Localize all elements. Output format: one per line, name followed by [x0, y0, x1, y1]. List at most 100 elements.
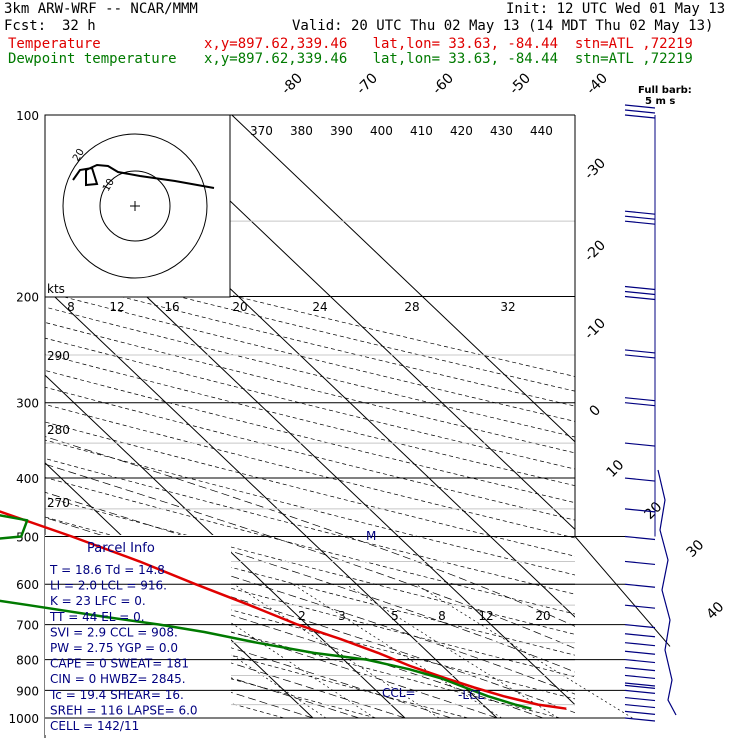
parcel-info-row: CELL = 142/11: [50, 719, 139, 733]
hodograph-speed-label: 8: [67, 300, 75, 314]
wind-barb-flag: [624, 633, 656, 638]
wind-barb-flag: [624, 114, 656, 119]
wind-barb-flag: [624, 650, 656, 655]
temperature-location-info: x,y=897.62,339.46 lat,lon= 33.63, -84.44…: [204, 36, 693, 52]
wind-barb-flag: [624, 667, 656, 672]
forecast-label: Fcst:: [4, 18, 47, 34]
temperature-tick-label: 40: [704, 599, 728, 623]
wind-barb-flag: [624, 508, 656, 513]
dewpoint-location-info: x,y=897.62,339.46 lat,lon= 33.63, -84.44…: [204, 51, 693, 67]
hodograph-speed-label: 32: [500, 300, 515, 314]
wind-barb-flag: [624, 109, 656, 114]
theta-e-label: 420: [450, 124, 473, 138]
parcel-info-row: SVI = 2.9 CCL = 908.: [50, 625, 178, 639]
parcel-info-panel: Parcel Info T = 18.6 Td = 14.8 LI = 2.0 LC…: [49, 541, 198, 733]
parcel-info-row: T = 18.6 Td = 14.8: [49, 563, 165, 577]
wind-barb-flag: [624, 442, 656, 447]
mixing-ratio-label: 12: [478, 609, 493, 623]
parcel-info-row: Tc = 19.4 SHEAR= 16.: [49, 688, 184, 702]
hodograph-trace: [72, 163, 215, 189]
theta-e-label: 390: [330, 124, 353, 138]
temperature-trace: [0, 510, 567, 710]
isotherm-line: [45, 286, 498, 718]
mixing-ratio-label: 2: [298, 609, 306, 623]
wind-barb-flag: [624, 295, 656, 301]
temperature-tick-label: 10: [604, 457, 628, 481]
mixing-ratio-line: [345, 583, 559, 719]
mixing-ratio-label: 8: [438, 609, 446, 623]
wind-barb-flag: [624, 604, 656, 609]
m-marker: M: [366, 529, 376, 543]
moist-adiabat: [45, 538, 575, 714]
pressure-tick-label: 900: [16, 684, 39, 698]
ccl-marker: CCL=: [382, 686, 416, 700]
mixing-ratio-line: [292, 583, 502, 719]
pressure-tick-label: 100: [16, 109, 39, 123]
hodograph-speed-label: 28: [404, 300, 419, 314]
model-title: 3km ARW-WRF -- NCAR/MMM: [4, 1, 198, 17]
wind-barb-flag: [624, 477, 656, 482]
lcl-marker: -LCL: [458, 688, 484, 702]
wind-barb-flag: [624, 210, 656, 215]
wind-barb-flag: [624, 682, 656, 687]
wind-barb-column: Full barb:5 m s: [624, 85, 692, 722]
parcel-info-row: TT = 44 EL = 0.: [49, 610, 145, 624]
temperature-legend-label: Temperature: [8, 36, 101, 52]
init-time: Init: 12 UTC Wed 01 May 13: [506, 1, 726, 17]
wind-barb-flag: [624, 717, 656, 722]
wind-barb-flag: [624, 220, 656, 225]
pressure-tick-label: 600: [16, 578, 39, 592]
wind-barb-flag: [624, 290, 656, 296]
temperature-tick-label: -80: [279, 70, 306, 97]
right-axis-skew-line: [574, 536, 671, 647]
temperature-tick-label: -40: [584, 70, 611, 97]
forecast-hour: 32 h: [62, 18, 96, 34]
wind-barb-flag: [624, 215, 656, 220]
pressure-tick-label: 1000: [8, 712, 39, 726]
theta-e-label: 440: [530, 124, 553, 138]
temperature-tick-label: -60: [430, 70, 457, 97]
theta-e-label: 370: [250, 124, 273, 138]
wind-barb-flag: [624, 674, 656, 680]
wind-barb-flag: [624, 689, 656, 695]
moist-adiabat: [45, 556, 544, 718]
temperature-tick-label: -10: [582, 315, 609, 342]
mixing-ratio-line: [233, 583, 440, 719]
wind-barb-flag: [624, 560, 656, 566]
wind-barb-flag: [624, 658, 656, 664]
theta-e-label: 380: [290, 124, 313, 138]
theta-label: 270: [47, 496, 70, 510]
wind-barb-flag: [624, 623, 656, 629]
pressure-tick-label: 800: [16, 654, 39, 668]
hodograph-ring-inner: [99, 170, 171, 242]
wind-legend-title: Full barb:: [638, 85, 692, 96]
wind-barb-flag: [624, 684, 656, 690]
theta-e-label: 430: [490, 124, 513, 138]
parcel-info-row: LI = 2.0 LCL = 916.: [50, 579, 167, 593]
temperature-tick-label: -50: [507, 70, 534, 97]
wind-barb-flag: [624, 402, 656, 407]
mixing-ratio-label: 5: [391, 609, 399, 623]
hodograph-speed-label: 12: [109, 300, 124, 314]
pressure-tick-label: 400: [16, 472, 39, 486]
wind-barb-flag: [624, 703, 656, 709]
theta-e-label: 410: [410, 124, 433, 138]
parcel-info-row: PW = 2.75 YGP = 0.0: [50, 641, 178, 655]
wind-barb-flag: [624, 104, 656, 109]
hodograph-ring-outer: [62, 133, 208, 279]
theta-e-label: 400: [370, 124, 393, 138]
valid-time: Valid: 20 UTC Thu 02 May 13 (14 MDT Thu …: [292, 18, 714, 34]
moist-adiabat: [45, 604, 406, 718]
hodograph-units-label: kts: [47, 282, 65, 296]
wind-legend-value: 5 m s: [645, 96, 675, 107]
parcel-info-background: [45, 535, 231, 735]
wind-barb-flag: [624, 285, 656, 291]
temperature-tick-label: -20: [582, 237, 609, 264]
isotherm-line: [139, 115, 575, 531]
temperature-tick-label: -70: [354, 70, 381, 97]
isotherm-line: [231, 115, 575, 443]
isobar-lines-over-panel: [45, 535, 625, 719]
theta-label: 280: [47, 423, 70, 437]
